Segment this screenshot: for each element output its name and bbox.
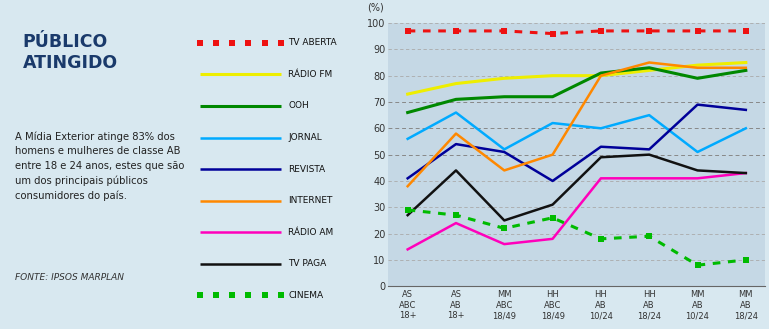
Text: JORNAL: JORNAL bbox=[288, 133, 322, 142]
Text: OOH: OOH bbox=[288, 101, 309, 111]
Text: CINEMA: CINEMA bbox=[288, 291, 324, 300]
Text: REVISTA: REVISTA bbox=[288, 164, 325, 174]
Text: TV ABERTA: TV ABERTA bbox=[288, 38, 337, 47]
Text: PÚBLICO
ATINGIDO: PÚBLICO ATINGIDO bbox=[22, 33, 118, 72]
Text: FONTE: IPSOS MARPLAN: FONTE: IPSOS MARPLAN bbox=[15, 273, 124, 282]
Text: RÁDIO AM: RÁDIO AM bbox=[288, 228, 334, 237]
Text: (%): (%) bbox=[368, 3, 384, 13]
Text: A Mídia Exterior atinge 83% dos
homens e mulheres de classe AB
entre 18 e 24 ano: A Mídia Exterior atinge 83% dos homens e… bbox=[15, 132, 185, 201]
Text: INTERNET: INTERNET bbox=[288, 196, 333, 205]
Text: TV PAGA: TV PAGA bbox=[288, 259, 327, 268]
Text: RÁDIO FM: RÁDIO FM bbox=[288, 70, 333, 79]
